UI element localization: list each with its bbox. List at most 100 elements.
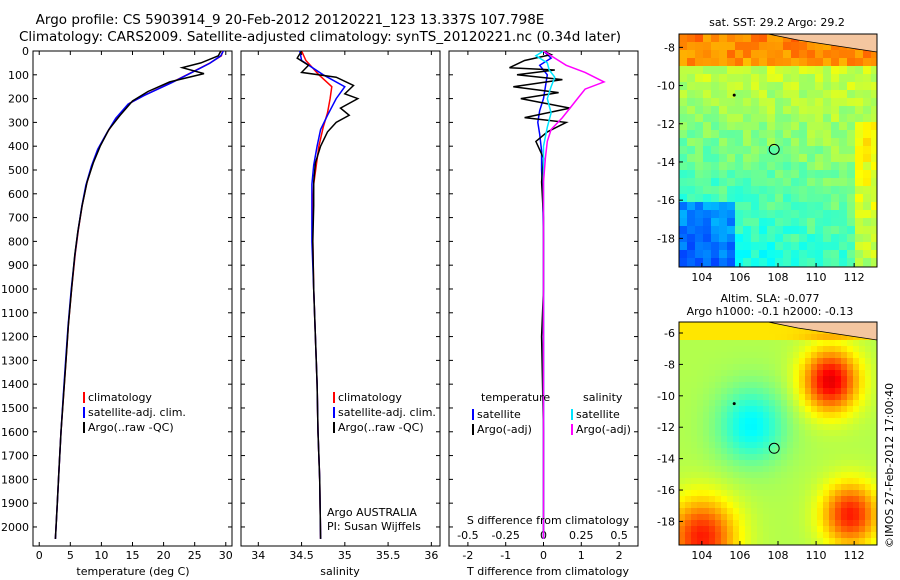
map-cell: [783, 106, 792, 115]
map-cell: [745, 412, 752, 419]
map-cell: [781, 436, 788, 443]
map-cell: [871, 66, 877, 75]
map-cell: [847, 442, 854, 449]
map-cell: [759, 58, 768, 67]
map-cell: [759, 146, 768, 155]
map-cell: [799, 394, 806, 401]
map-x-tick-label: 106: [729, 271, 750, 284]
map-cell: [703, 106, 712, 115]
map-cell: [735, 66, 744, 75]
map-cell: [697, 478, 704, 485]
map-cell: [759, 250, 768, 259]
map-cell: [783, 146, 792, 155]
map-cell: [823, 258, 832, 267]
map-cell: [829, 448, 836, 455]
map-cell: [871, 352, 877, 359]
map-cell: [727, 532, 734, 539]
map-cell: [847, 436, 854, 443]
map-cell: [733, 358, 740, 365]
map-cell: [711, 42, 720, 51]
y-tick-label: 1600: [1, 426, 29, 439]
map-cell: [767, 34, 776, 43]
map-cell: [853, 496, 860, 503]
map-cell: [841, 484, 848, 491]
map-cell: [805, 358, 812, 365]
map-cell: [817, 478, 824, 485]
map-cell: [775, 478, 782, 485]
map-cell: [799, 98, 808, 107]
map-cell: [767, 234, 776, 243]
map-cell: [859, 508, 866, 515]
map-cell: [703, 234, 712, 243]
map-cell: [799, 406, 806, 413]
map-cell: [745, 376, 752, 383]
map-cell: [727, 388, 734, 395]
map-cell: [835, 352, 842, 359]
map-cell: [721, 328, 728, 335]
map-cell: [763, 502, 770, 509]
map-cell: [697, 514, 704, 521]
map-cell: [799, 42, 808, 51]
map-x-tick-label: 110: [806, 271, 827, 284]
map-cell: [865, 490, 872, 497]
map-cell: [775, 226, 784, 235]
map-cell: [807, 50, 816, 59]
map-cell: [817, 442, 824, 449]
map-cell: [735, 114, 744, 123]
map-cell: [715, 430, 722, 437]
map-cell: [863, 138, 872, 147]
map-cell: [831, 250, 840, 259]
map-cell: [793, 442, 800, 449]
map-cell: [695, 34, 704, 43]
map-cell: [733, 388, 740, 395]
map-cell: [679, 146, 688, 155]
map-cell: [835, 370, 842, 377]
map-cell: [793, 358, 800, 365]
map-cell: [839, 74, 848, 83]
map-cell: [735, 202, 744, 211]
map-cell: [695, 202, 704, 211]
map-cell: [759, 170, 768, 179]
map-cell: [775, 218, 784, 227]
map-cell: [703, 346, 710, 353]
y-tick-label: 1400: [1, 378, 29, 391]
map-cell: [721, 418, 728, 425]
map-cell: [799, 532, 806, 539]
map-cell: [829, 460, 836, 467]
map-cell: [687, 138, 696, 147]
map-cell: [739, 430, 746, 437]
map-cell: [823, 50, 832, 59]
map-cell: [719, 130, 728, 139]
map-cell: [687, 58, 696, 67]
map-cell: [769, 358, 776, 365]
map-cell: [775, 210, 784, 219]
map-cell: [865, 478, 872, 485]
map-cell: [855, 162, 864, 171]
map-cell: [679, 436, 686, 443]
map-y-tick-label: -18: [657, 515, 675, 528]
map-cell: [829, 418, 836, 425]
map-cell: [703, 334, 710, 341]
map-cell: [815, 170, 824, 179]
legend-item: satellite: [576, 408, 620, 421]
map-cell: [697, 334, 704, 341]
map-cell: [727, 514, 734, 521]
map-cell: [805, 328, 812, 335]
map-cell: [847, 520, 854, 527]
map-cell: [799, 106, 808, 115]
map-cell: [703, 448, 710, 455]
map-cell: [859, 514, 866, 521]
map-cell: [853, 514, 860, 521]
map-cell: [769, 340, 776, 347]
map-cell: [815, 130, 824, 139]
map-cell: [679, 322, 686, 329]
map-cell: [687, 210, 696, 219]
map-cell: [719, 82, 728, 91]
map-cell: [695, 258, 704, 267]
map-cell: [703, 370, 710, 377]
map-cell: [685, 484, 692, 491]
map-cell: [859, 430, 866, 437]
map-cell: [793, 352, 800, 359]
map-cell: [781, 352, 788, 359]
